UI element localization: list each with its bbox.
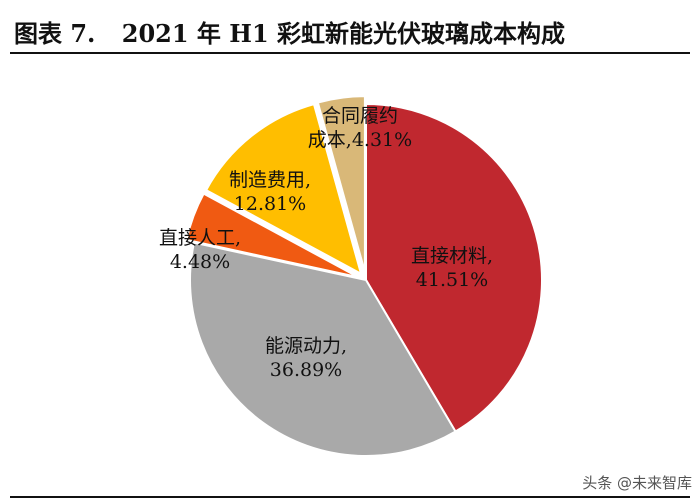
pie-slice-2 bbox=[189, 241, 457, 457]
slice-label-3: 直接人工, 4.48% bbox=[159, 227, 241, 273]
pie-slice-5 bbox=[316, 95, 366, 273]
bottom-rule bbox=[10, 496, 690, 498]
figure-number: 图表 7. bbox=[14, 19, 96, 48]
pie-slice-1 bbox=[365, 102, 543, 433]
figure-title: 2021 年 H1 彩虹新能光伏玻璃成本构成 bbox=[121, 19, 566, 48]
slice-label-1: 直接材料, 41.51% bbox=[411, 245, 493, 291]
slice-label-4: 制造费用, 12.81% bbox=[229, 169, 311, 215]
chart-title: 图表 7. 2021 年 H1 彩虹新能光伏玻璃成本构成 bbox=[14, 14, 686, 49]
slice-label-5: 合同履约成本,4.31% bbox=[308, 105, 412, 151]
title-rule bbox=[10, 52, 690, 54]
pie-slice-4 bbox=[204, 102, 363, 276]
slice-label-2: 能源动力, 36.89% bbox=[265, 335, 347, 381]
watermark-text: 头条 @未来智库 bbox=[582, 474, 692, 492]
pie-slice-3 bbox=[185, 192, 359, 279]
